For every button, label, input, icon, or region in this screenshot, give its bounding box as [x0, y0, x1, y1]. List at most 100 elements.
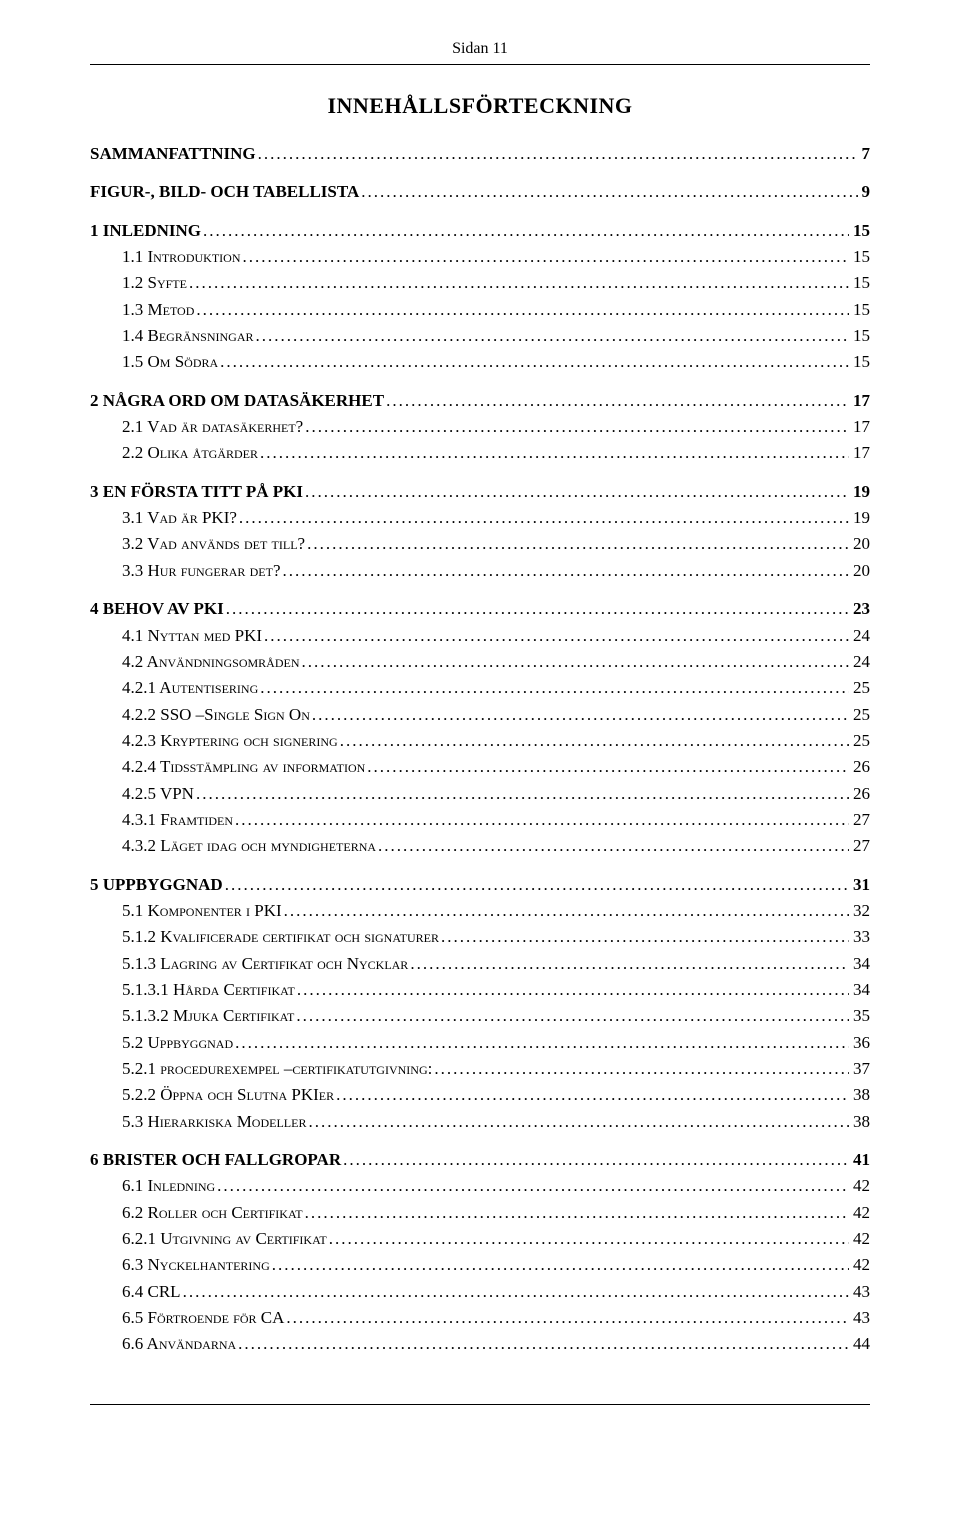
toc-entry-label: 6.5 Förtroende för CA	[122, 1305, 284, 1331]
toc-entry[interactable]: 4.2 Användningsområden24	[90, 649, 870, 675]
toc-entry[interactable]: 2.1 Vad är datasäkerhet?17	[90, 414, 870, 440]
toc-entry-label: 6.3 Nyckelhantering	[122, 1252, 270, 1278]
toc-entry[interactable]: 1.3 Metod 15	[90, 297, 870, 323]
toc-entry[interactable]: 3.3 Hur fungerar det? 20	[90, 558, 870, 584]
toc-leader-dots	[283, 558, 850, 584]
toc-entry[interactable]: 1.5 Om Södra 15	[90, 349, 870, 375]
toc-entry-page: 35	[851, 1003, 870, 1029]
toc-leader-dots	[235, 807, 849, 833]
toc-entry[interactable]: 5.3 Hierarkiska Modeller38	[90, 1109, 870, 1135]
toc-entry[interactable]: 4 BEHOV AV PKI23	[90, 596, 870, 622]
toc-entry-label: 6 BRISTER OCH FALLGROPAR	[90, 1147, 341, 1173]
toc-leader-dots	[297, 977, 849, 1003]
toc-leader-dots	[226, 596, 849, 622]
toc-entry-page: 17	[851, 388, 870, 414]
toc-leader-dots	[183, 1279, 849, 1305]
toc-entry[interactable]: 6.3 Nyckelhantering 42	[90, 1252, 870, 1278]
toc-entry-label: 2.2 Olika åtgärder	[122, 440, 258, 466]
toc-entry-page: 42	[851, 1173, 870, 1199]
toc-entry[interactable]: 6.5 Förtroende för CA43	[90, 1305, 870, 1331]
toc-entry-label: 5.1.3 Lagring av Certifikat och Nycklar	[122, 951, 408, 977]
toc-leader-dots	[220, 349, 849, 375]
toc-entry[interactable]: 5.1.3.1 Hårda Certifikat34	[90, 977, 870, 1003]
toc-entry[interactable]: 5.2.1 procedurexempel –certifikatutgivni…	[90, 1056, 870, 1082]
header-divider	[90, 64, 870, 65]
toc-entry[interactable]: 6.4 CRL 43	[90, 1279, 870, 1305]
toc-entry-page: 23	[851, 596, 870, 622]
toc-leader-dots	[239, 505, 849, 531]
toc-entry[interactable]: 1.4 Begränsningar 15	[90, 323, 870, 349]
toc-entry[interactable]: 5.1.3 Lagring av Certifikat och Nycklar3…	[90, 951, 870, 977]
toc-entry[interactable]: 6.2 Roller och Certifikat42	[90, 1200, 870, 1226]
toc-entry-label: 6.4 CRL	[122, 1279, 181, 1305]
toc-entry[interactable]: 3.1 Vad är PKI?19	[90, 505, 870, 531]
toc-entry-label: 1.3 Metod	[122, 297, 194, 323]
toc-entry[interactable]: 1.2 Syfte15	[90, 270, 870, 296]
toc-entry[interactable]: 6.1 Inledning42	[90, 1173, 870, 1199]
toc-entry-page: 42	[851, 1200, 870, 1226]
toc-entry[interactable]: 5.1.2 Kvalificerade certifikat och signa…	[90, 924, 870, 950]
toc-entry-page: 26	[851, 754, 870, 780]
toc-entry-page: 38	[851, 1082, 870, 1108]
toc-entry[interactable]: 1.1 Introduktion15	[90, 244, 870, 270]
toc-entry-label: 1 INLEDNING	[90, 218, 201, 244]
toc-entry[interactable]: 6.2.1 Utgivning av Certifikat42	[90, 1226, 870, 1252]
toc-entry[interactable]: 2 NÅGRA ORD OM DATASÄKERHET17	[90, 388, 870, 414]
toc-entry[interactable]: 3 EN FÖRSTA TITT PÅ PKI19	[90, 479, 870, 505]
toc-entry[interactable]: 4.2.1 Autentisering25	[90, 675, 870, 701]
toc-entry[interactable]: 4.2.2 SSO –Single Sign On25	[90, 702, 870, 728]
toc-entry-label: 1.4 Begränsningar	[122, 323, 254, 349]
toc-entry-page: 34	[851, 977, 870, 1003]
toc-entry-page: 15	[851, 349, 870, 375]
toc-leader-dots	[238, 1331, 849, 1357]
toc-leader-dots	[340, 728, 849, 754]
toc-entry-page: 17	[851, 440, 870, 466]
toc-entry-page: 19	[851, 505, 870, 531]
toc-entry[interactable]: 4.2.3 Kryptering och signering25	[90, 728, 870, 754]
toc-entry-page: 15	[851, 323, 870, 349]
toc-leader-dots	[343, 1147, 849, 1173]
toc-entry-label: FIGUR-, BILD- OCH TABELLISTA	[90, 179, 359, 205]
toc-entry[interactable]: 4.3.2 Läget idag och myndigheterna27	[90, 833, 870, 859]
toc-entry-label: 4.2.4 Tidsstämpling av information	[122, 754, 365, 780]
toc-entry-page: 42	[851, 1252, 870, 1278]
toc-entry-page: 43	[851, 1279, 870, 1305]
toc-entry-label: 3.3 Hur fungerar det?	[122, 558, 281, 584]
toc-entry[interactable]: 3.2 Vad används det till? 20	[90, 531, 870, 557]
toc-leader-dots	[410, 951, 849, 977]
toc-entry[interactable]: 5.1.3.2 Mjuka Certifikat35	[90, 1003, 870, 1029]
toc-entry[interactable]: SAMMANFATTNING7	[90, 141, 870, 167]
toc-entry-label: SAMMANFATTNING	[90, 141, 256, 167]
toc-entry-page: 20	[851, 558, 870, 584]
toc-entry-label: 6.2.1 Utgivning av Certifikat	[122, 1226, 327, 1252]
toc-leader-dots	[308, 1109, 849, 1135]
toc-entry[interactable]: FIGUR-, BILD- OCH TABELLISTA9	[90, 179, 870, 205]
toc-entry-page: 15	[851, 270, 870, 296]
toc-leader-dots	[225, 872, 849, 898]
toc-leader-dots	[217, 1173, 849, 1199]
toc-leader-dots	[189, 270, 849, 296]
toc-entry[interactable]: 4.2.5 VPN26	[90, 781, 870, 807]
toc-entry[interactable]: 5.2 Uppbyggnad36	[90, 1030, 870, 1056]
toc-entry-label: 3 EN FÖRSTA TITT PÅ PKI	[90, 479, 303, 505]
toc-entry[interactable]: 5.2.2 Öppna och Slutna PKIer38	[90, 1082, 870, 1108]
toc-entry[interactable]: 4.3.1 Framtiden27	[90, 807, 870, 833]
toc-entry[interactable]: 1 INLEDNING15	[90, 218, 870, 244]
toc-entry-page: 26	[851, 781, 870, 807]
toc-entry[interactable]: 4.2.4 Tidsstämpling av information 26	[90, 754, 870, 780]
page-number-header: Sidan 11	[90, 40, 870, 58]
toc-leader-dots	[272, 1252, 849, 1278]
toc-leader-dots	[196, 297, 849, 323]
toc-entry[interactable]: 5 UPPBYGGNAD31	[90, 872, 870, 898]
toc-entry[interactable]: 2.2 Olika åtgärder 17	[90, 440, 870, 466]
toc-entry[interactable]: 5.1 Komponenter i PKI32	[90, 898, 870, 924]
toc-entry-page: 15	[851, 297, 870, 323]
page-number-label: Sidan 11	[452, 40, 508, 57]
toc-entry[interactable]: 6 BRISTER OCH FALLGROPAR41	[90, 1147, 870, 1173]
toc-entry-label: 2.1 Vad är datasäkerhet?	[122, 414, 303, 440]
toc-entry[interactable]: 6.6 Användarna44	[90, 1331, 870, 1357]
toc-entry-label: 4.2.3 Kryptering och signering	[122, 728, 338, 754]
toc-entry[interactable]: 4.1 Nyttan med PKI24	[90, 623, 870, 649]
toc-entry-label: 1.5 Om Södra	[122, 349, 218, 375]
toc-entry-label: 6.6 Användarna	[122, 1331, 236, 1357]
